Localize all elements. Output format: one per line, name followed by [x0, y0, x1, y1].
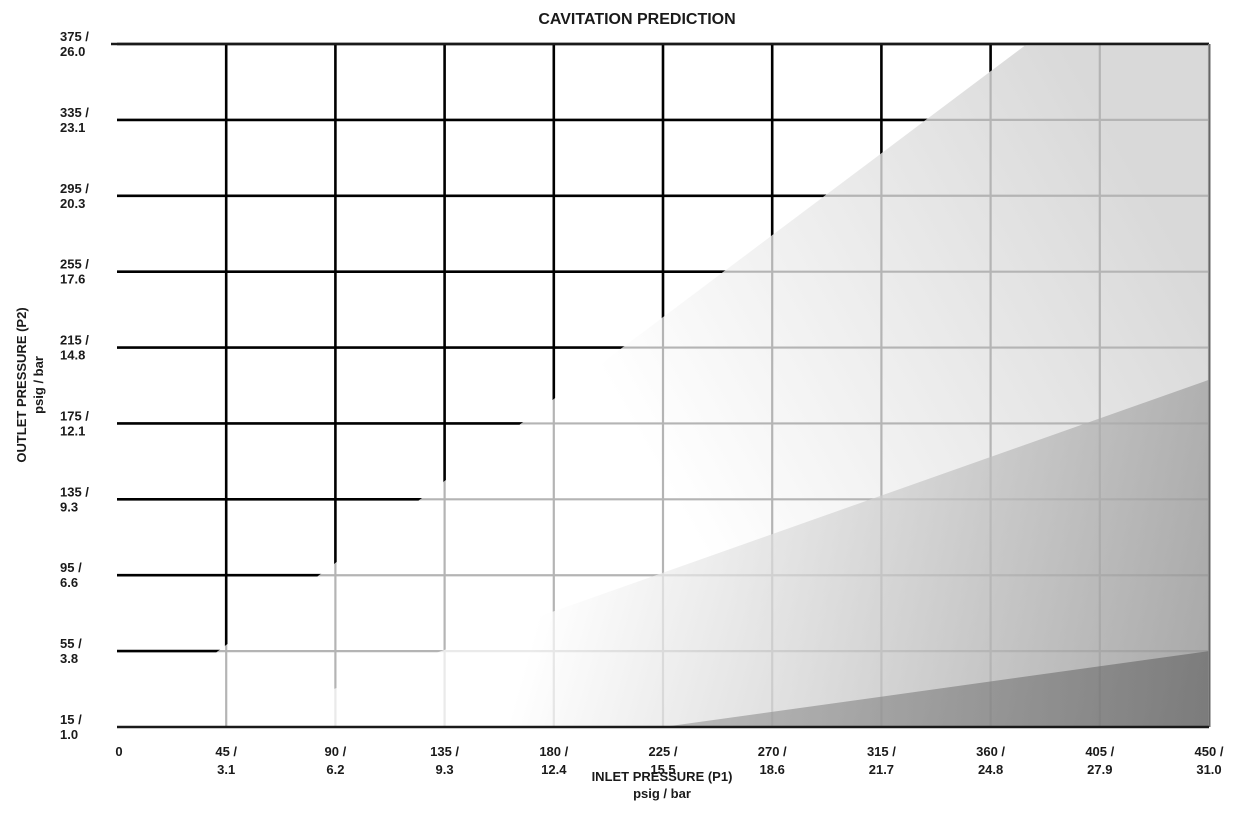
y-tick-label: 295 /20.3 [60, 181, 89, 211]
x-tick-labels: 0 45 /3.1 90 /6.2 135 /9.3 180 /12.4 225 /15.… [115, 744, 1223, 777]
y-tick-label: 335 /23.1 [60, 105, 89, 135]
region-gradient [226, 379, 1209, 727]
x-tick-label: 405 /27.9 [1085, 744, 1114, 777]
y-tick-label: 255 /17.6 [60, 257, 89, 287]
y-tick-label: 95 /6.6 [60, 560, 82, 590]
x-tick-label: 315 /21.7 [867, 744, 896, 777]
plot-frame [111, 42, 1210, 729]
x-tick-label: 45 /3.1 [215, 744, 237, 777]
y-axis-label-group: OUTLET PRESSURE (P2) psig / bar [14, 307, 46, 462]
y-tick-labels: 15 /1.0 55 /3.8 95 /6.6 135 /9.3 175 /12.1 21… [60, 29, 89, 742]
x-tick-label: 270 /18.6 [758, 744, 787, 777]
x-tick-label: 360 /24.8 [976, 744, 1005, 777]
region-dark-layer [663, 651, 1209, 727]
region-gradient-layer [226, 379, 1209, 727]
x-tick-label: 90 /6.2 [325, 744, 347, 777]
y-tick-label: 55 /3.8 [60, 636, 82, 666]
x-axis-label: INLET PRESSURE (P1) [592, 769, 733, 784]
y-tick-label: 375 /26.0 [60, 29, 89, 59]
chart-title: CAVITATION PREDICTION [538, 11, 735, 28]
x-axis-units: psig / bar [633, 786, 691, 801]
y-tick-label: 215 /14.8 [60, 333, 89, 363]
x-tick-label: 0 [115, 744, 122, 759]
x-tick-label: 180 /12.4 [539, 744, 568, 777]
x-tick-label: 135 /9.3 [430, 744, 459, 777]
y-axis-units: psig / bar [31, 356, 46, 414]
y-tick-label: 175 /12.1 [60, 408, 89, 438]
x-tick-label: 450 /31.0 [1195, 744, 1224, 777]
y-tick-label: 135 /9.3 [60, 484, 89, 514]
y-tick-label: 15 /1.0 [60, 712, 82, 742]
region-dark [663, 651, 1209, 727]
y-axis-label: OUTLET PRESSURE (P2) [14, 307, 29, 462]
x-tick-label: 225 /15.5 [649, 744, 678, 777]
